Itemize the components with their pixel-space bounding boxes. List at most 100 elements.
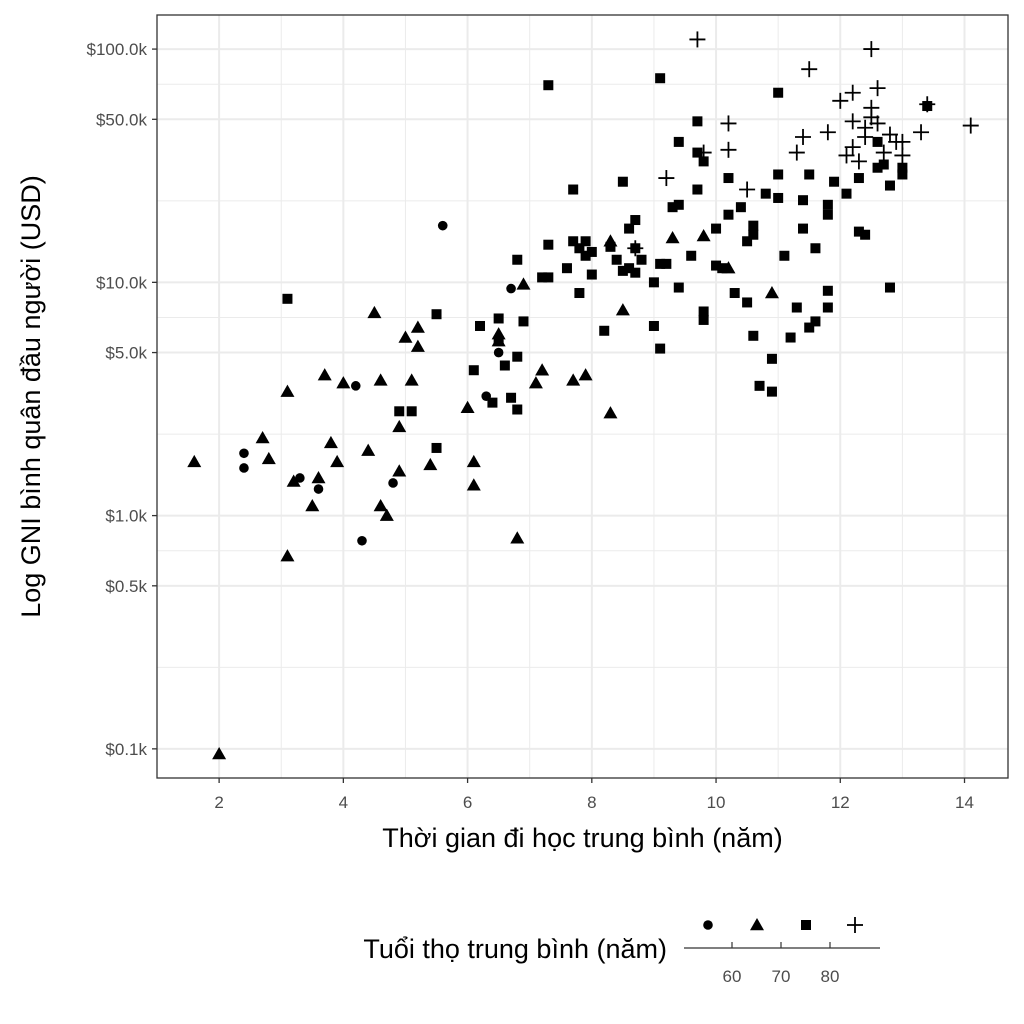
point-square: [630, 267, 641, 278]
point-cross: [863, 41, 880, 58]
point-circle: [357, 535, 367, 546]
point-square: [543, 80, 554, 91]
point-square: [667, 202, 678, 213]
point-square: [810, 316, 821, 327]
point-square: [561, 263, 572, 274]
point-triangle: [578, 368, 593, 381]
point-square: [748, 220, 759, 231]
point-triangle: [696, 229, 711, 242]
point-triangle: [423, 457, 438, 471]
point-square: [791, 302, 802, 313]
y-tick-label: $0.5k: [105, 577, 147, 596]
x-tick-label: 14: [955, 793, 974, 812]
y-tick-label: $5.0k: [105, 344, 147, 363]
point-square: [586, 269, 597, 280]
point-circle: [313, 484, 324, 494]
point-square: [822, 302, 833, 313]
point-triangle: [566, 373, 581, 386]
point-cross: [720, 141, 737, 158]
point-triangle: [330, 454, 345, 468]
point-cross: [875, 144, 892, 161]
point-circle: [506, 283, 516, 294]
point-triangle: [460, 400, 475, 413]
point-square: [841, 188, 852, 199]
point-square: [822, 199, 833, 210]
point-square: [599, 325, 610, 336]
point-cross: [832, 92, 849, 109]
x-tick-label: 4: [339, 793, 348, 812]
point-triangle: [750, 918, 764, 931]
point-square: [798, 195, 809, 206]
point-square: [506, 392, 517, 403]
point-cross: [695, 144, 712, 161]
point-square: [574, 243, 585, 254]
point-triangle: [603, 406, 618, 419]
point-square: [468, 365, 479, 376]
point-square: [475, 320, 486, 331]
point-triangle: [280, 549, 295, 562]
legend: Tuổi thọ trung bình (năm) 60 70 80: [363, 917, 880, 986]
point-triangle: [323, 435, 338, 449]
point-triangle: [187, 454, 202, 468]
point-square: [748, 229, 759, 240]
point-square: [723, 209, 734, 220]
point-triangle: [311, 470, 326, 484]
point-square: [810, 243, 821, 254]
point-square: [872, 136, 883, 147]
y-tick-label: $10.0k: [96, 273, 148, 292]
y-tick-label: $100.0k: [87, 40, 148, 59]
point-cross: [869, 115, 886, 132]
point-cross: [795, 128, 812, 145]
point-triangle: [305, 498, 320, 512]
point-square: [766, 353, 777, 364]
point-square: [804, 169, 815, 180]
point-triangle: [373, 373, 388, 386]
point-square: [822, 285, 833, 296]
point-cross: [844, 84, 861, 101]
point-square: [655, 343, 666, 354]
legend-scale-label: 80: [821, 967, 840, 986]
point-triangle: [510, 531, 525, 544]
point-triangle: [516, 277, 531, 290]
point-square: [537, 272, 548, 283]
point-cross: [844, 139, 861, 156]
point-square: [624, 263, 635, 274]
point-square: [605, 241, 616, 252]
point-cross: [819, 124, 836, 141]
point-square: [748, 330, 759, 341]
point-triangle: [373, 498, 388, 512]
panel-border: [156, 14, 1009, 779]
point-triangle: [392, 464, 407, 477]
point-cross: [838, 147, 855, 164]
point-square: [798, 223, 809, 234]
point-square: [406, 406, 417, 417]
point-square: [636, 254, 647, 265]
point-square: [853, 173, 864, 184]
point-cross: [919, 96, 936, 113]
point-square: [766, 386, 777, 397]
point-triangle: [404, 373, 419, 386]
point-triangle: [317, 368, 332, 381]
point-circle: [239, 463, 249, 473]
point-square: [648, 320, 659, 331]
point-square: [872, 162, 883, 173]
point-square: [611, 254, 622, 265]
point-square: [661, 258, 672, 269]
point-cross: [850, 153, 867, 170]
point-square: [897, 169, 908, 180]
point-triangle: [212, 747, 227, 760]
point-square: [543, 239, 554, 250]
point-square: [878, 159, 889, 170]
point-square: [773, 87, 784, 98]
point-square: [822, 209, 833, 220]
point-triangle: [615, 303, 630, 316]
point-square: [543, 272, 554, 283]
point-cross: [658, 170, 675, 187]
point-triangle: [261, 451, 276, 465]
point-square: [630, 215, 641, 226]
point-square: [655, 258, 666, 269]
point-triangle: [535, 363, 550, 376]
legend-scale-label: 60: [723, 967, 742, 986]
point-square: [512, 351, 523, 362]
x-tick-label: 10: [707, 793, 726, 812]
